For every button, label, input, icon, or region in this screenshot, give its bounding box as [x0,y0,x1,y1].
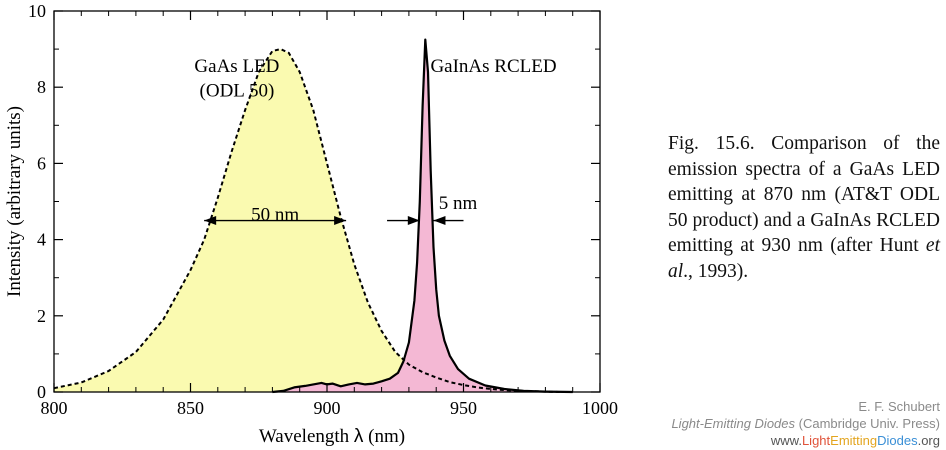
credit-book-title: Light-Emitting Diodes [671,416,796,431]
x-tick-label: 900 [314,398,341,418]
x-axis-label: Wavelength λ (nm) [259,426,405,447]
arrowhead-rcled-left [407,216,420,226]
y-tick-label: 8 [37,77,46,97]
y-tick-label: 4 [37,230,46,250]
y-tick-label: 6 [37,153,46,173]
credit-website[interactable]: www.LightEmittingDiodes.org [600,432,940,449]
y-tick-label: 2 [37,306,46,326]
credit-author: E. F. Schubert [858,399,940,414]
annotation-label-3: 50 nm [251,205,299,226]
arrowhead-rcled-right [433,216,446,226]
url-emitting: Emitting [830,433,878,448]
y-tick-label: 0 [37,382,46,402]
x-tick-label: 950 [450,398,477,418]
caption-italic: et al [668,235,940,282]
annotation-label-4: 5 nm [439,193,478,214]
credit-publisher: (Cambridge Univ. Press) [798,416,940,431]
caption-text-1: Fig. 15.6. Comparison of the emission sp… [668,133,940,256]
y-tick-label: 10 [28,1,46,21]
annotation-label-2: GaInAs RCLED [430,56,556,77]
url-diodes: Diodes [877,433,918,448]
series-area-gainas [272,39,573,392]
x-tick-label: 800 [41,398,68,418]
credit-book: Light-Emitting Diodes (Cambridge Univ. P… [600,415,940,432]
arrowhead-right [334,216,347,226]
y-axis-label: Intensity (arbitrary units) [4,106,25,297]
url-prefix: www. [770,433,802,448]
credit-block: E. F. Schubert Light-Emitting Diodes (Ca… [600,398,940,449]
caption-text-2: ., 1993). [683,260,749,282]
arrowhead-left [204,216,217,226]
x-tick-label: 1000 [582,398,618,418]
figure-caption: Fig. 15.6. Comparison of the emission sp… [668,131,940,284]
series-line-gaas [53,48,573,393]
annotation-label-1: (ODL 50) [200,81,275,102]
url-light: Light [801,433,831,448]
annotation-label-0: GaAs LED [194,56,279,77]
x-tick-label: 850 [177,398,204,418]
url-suffix: .org [917,433,940,448]
